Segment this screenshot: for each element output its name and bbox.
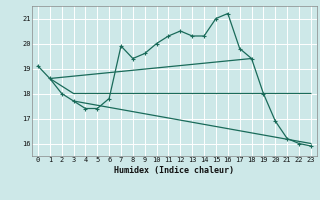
X-axis label: Humidex (Indice chaleur): Humidex (Indice chaleur) [115,166,234,175]
